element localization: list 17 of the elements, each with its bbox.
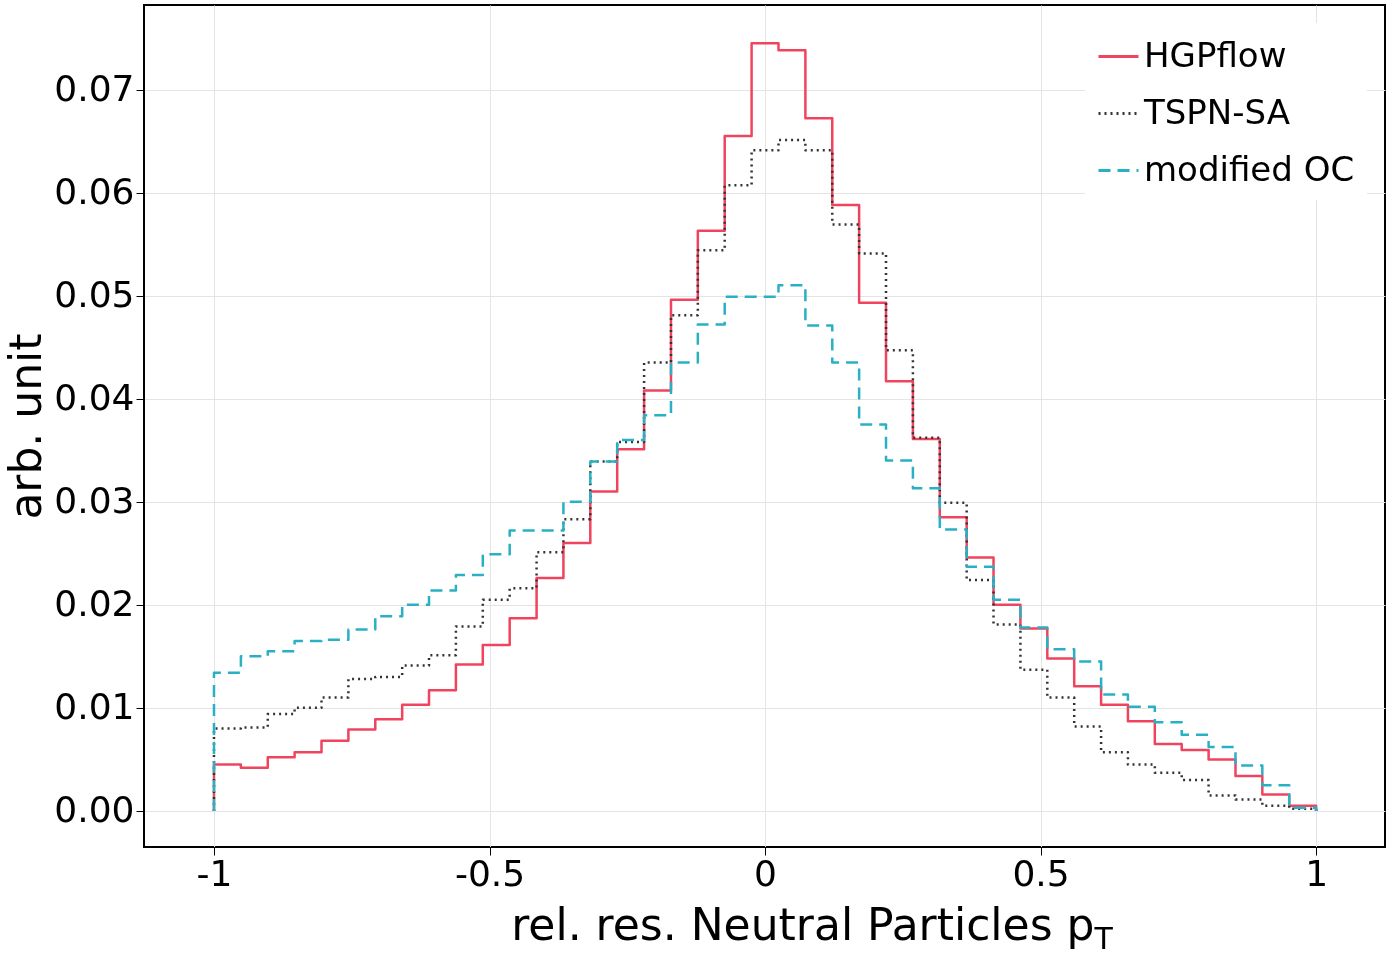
y-tick-label: 0.02 <box>54 583 135 625</box>
y-tick-label: 0.00 <box>54 789 135 831</box>
y-axis-title: arb. unit <box>0 333 52 520</box>
x-tick-label: -0.5 <box>454 852 526 894</box>
y-tick-label: 0.06 <box>54 171 135 213</box>
x-tick-label: 1 <box>1305 852 1329 894</box>
y-tick-label: 0.03 <box>54 480 135 522</box>
x-tick-label: 0 <box>754 852 777 894</box>
legend-label: modified OC <box>1144 148 1355 189</box>
x-tick-label: 0.5 <box>1012 852 1070 894</box>
y-tick-label: 0.05 <box>54 274 135 316</box>
y-tick-label: 0.07 <box>54 68 135 110</box>
legend-label: TSPN-SA <box>1143 91 1291 132</box>
y-tick-label: 0.04 <box>54 377 135 419</box>
legend-label: HGPflow <box>1144 34 1287 75</box>
x-tick-label: -1 <box>196 852 233 894</box>
y-tick-label: 0.01 <box>54 686 135 728</box>
